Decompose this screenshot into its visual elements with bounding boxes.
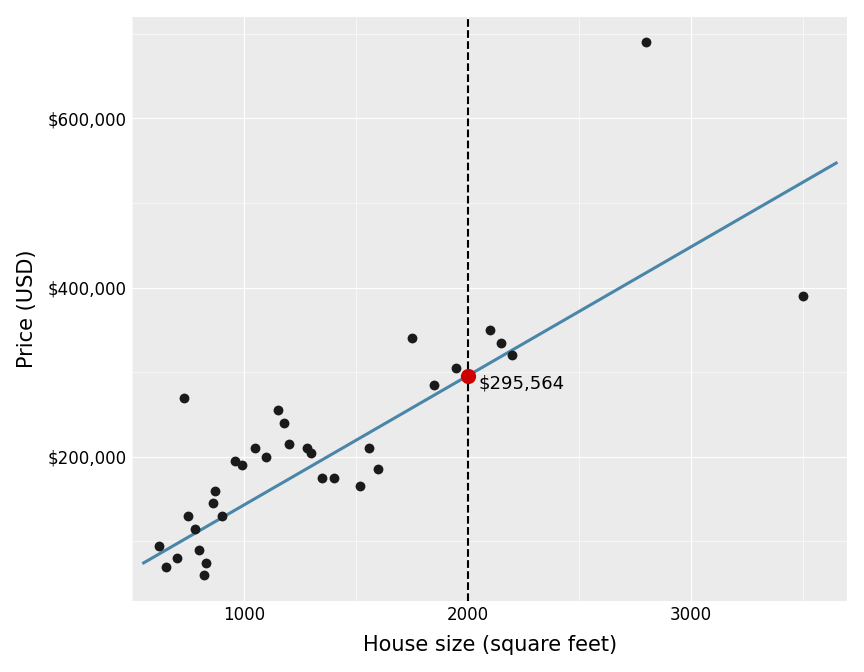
Point bbox=[249, 443, 263, 454]
Point bbox=[405, 333, 419, 343]
Text: $295,564: $295,564 bbox=[479, 374, 565, 392]
Point bbox=[208, 485, 222, 496]
Point bbox=[362, 443, 376, 454]
Point bbox=[300, 443, 314, 454]
Point bbox=[449, 362, 463, 373]
Point bbox=[796, 290, 810, 301]
Point bbox=[259, 452, 273, 462]
Point bbox=[304, 447, 318, 458]
Point bbox=[372, 464, 385, 475]
Point bbox=[639, 37, 653, 48]
Point bbox=[483, 325, 497, 335]
Point bbox=[228, 456, 242, 466]
Point bbox=[159, 561, 173, 572]
Y-axis label: Price (USD): Price (USD) bbox=[16, 249, 36, 368]
Point bbox=[315, 472, 329, 483]
Point bbox=[282, 439, 295, 450]
Point bbox=[494, 337, 508, 348]
Point bbox=[188, 523, 202, 534]
Point bbox=[170, 553, 184, 564]
Point bbox=[277, 417, 291, 428]
Point bbox=[177, 392, 191, 403]
Point bbox=[197, 570, 211, 581]
Point bbox=[200, 557, 213, 568]
Point bbox=[461, 370, 474, 381]
Point bbox=[327, 472, 340, 483]
X-axis label: House size (square feet): House size (square feet) bbox=[363, 635, 617, 655]
Point bbox=[427, 380, 441, 390]
Point bbox=[215, 511, 229, 521]
Point bbox=[206, 498, 219, 509]
Point bbox=[193, 544, 206, 555]
Point bbox=[152, 540, 166, 551]
Point bbox=[353, 481, 367, 492]
Point bbox=[235, 460, 249, 470]
Point bbox=[270, 405, 284, 415]
Point bbox=[181, 511, 195, 521]
Point bbox=[505, 350, 519, 361]
